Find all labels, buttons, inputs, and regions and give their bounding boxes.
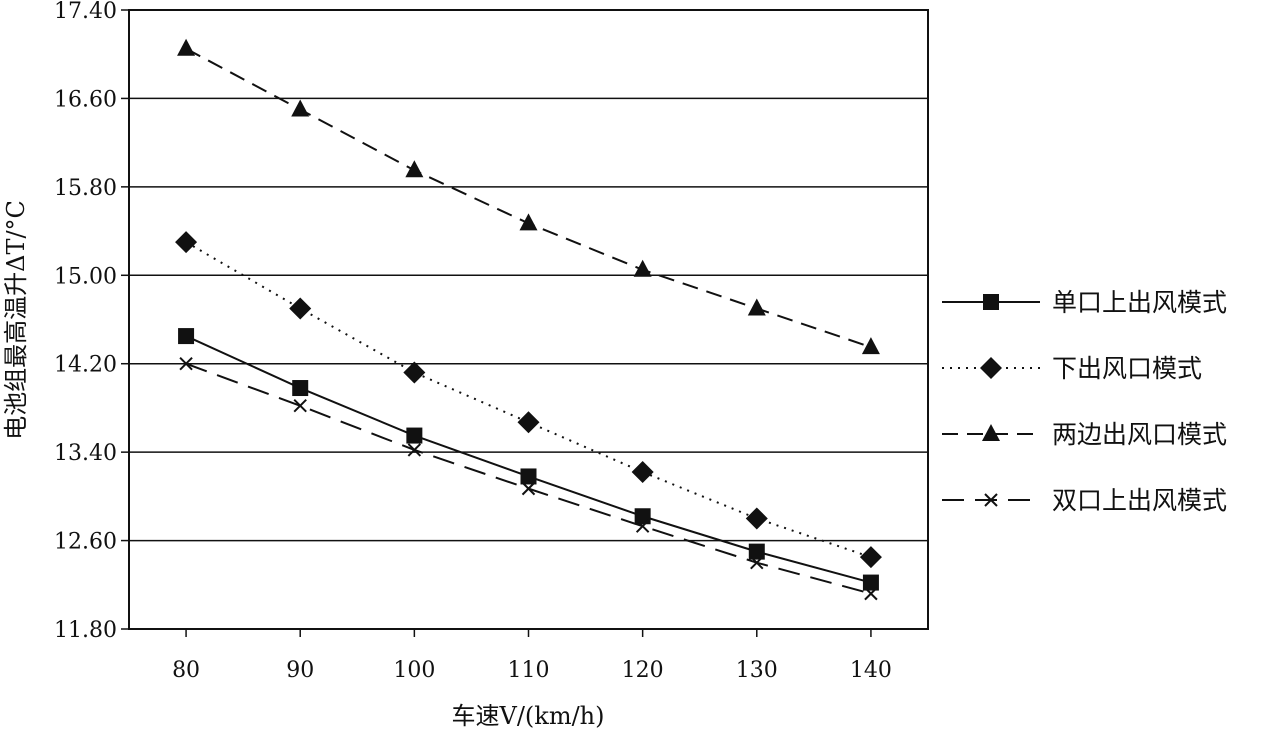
y-tick-label: 14.20	[54, 353, 117, 378]
x-tick-label: 90	[286, 658, 314, 683]
series-line-3	[185, 47, 872, 349]
series-group	[175, 38, 882, 601]
data-point-series-3	[633, 259, 652, 277]
y-tick-label: 15.00	[54, 264, 117, 289]
data-point-series-3	[747, 298, 766, 316]
data-point-series-2	[517, 411, 540, 434]
data-point-series-1	[292, 380, 309, 397]
series-line-2	[185, 241, 872, 559]
x-axis-title: 车速V/(km/h)	[452, 702, 605, 730]
y-tick-label: 11.80	[54, 618, 117, 643]
y-tick-label: 12.60	[54, 530, 117, 555]
legend-label-3: 两边出风口模式	[1052, 420, 1227, 449]
data-point-series-1	[862, 574, 879, 591]
x-axis-ticks: 80 90 100 110 120 130 140	[172, 629, 892, 683]
data-point-series-2	[745, 507, 768, 530]
data-point-series-1	[406, 427, 423, 444]
data-point-series-1	[520, 468, 537, 485]
data-point-series-4	[407, 443, 422, 457]
data-point-series-1	[634, 508, 651, 525]
legend-label-2: 下出风口模式	[1052, 354, 1202, 383]
y-tick-label: 15.80	[54, 176, 117, 201]
data-point-series-4	[293, 399, 307, 413]
data-point-series-4	[179, 357, 193, 371]
x-tick-label: 80	[172, 658, 200, 683]
data-point-series-2	[859, 546, 882, 569]
data-point-series-4	[864, 586, 878, 601]
x-tick-label: 100	[393, 658, 435, 683]
y-tick-label: 13.40	[54, 441, 117, 466]
legend-marker-3	[982, 424, 1000, 441]
data-point-series-2	[631, 461, 654, 484]
data-point-series-3	[177, 38, 196, 56]
x-tick-label: 130	[736, 658, 778, 683]
data-point-series-2	[289, 297, 312, 320]
y-axis-ticks: 11.80 12.60 13.40 14.20 15.00 15.80 16.60 17.40	[54, 0, 129, 643]
data-point-series-3	[291, 99, 310, 117]
data-point-series-2	[175, 231, 198, 254]
data-point-series-4	[521, 481, 536, 496]
legend-marker-1	[983, 294, 999, 310]
legend-label-4: 双口上出风模式	[1052, 486, 1227, 515]
data-point-series-4	[635, 519, 650, 533]
series-line-1	[185, 335, 872, 584]
y-axis-title: 电池组最高温升ΔT/°C	[2, 200, 30, 440]
x-tick-label: 110	[508, 658, 550, 683]
data-point-series-1	[748, 543, 765, 560]
x-tick-label: 120	[622, 658, 664, 683]
legend-marker-4	[984, 493, 998, 507]
legend-marker-2	[980, 357, 1002, 379]
data-point-series-3	[861, 337, 880, 355]
y-tick-label: 17.40	[54, 0, 117, 24]
data-point-series-1	[178, 328, 195, 345]
data-point-series-2	[403, 361, 426, 384]
data-point-series-3	[405, 160, 424, 178]
grid-lines	[129, 97, 928, 542]
data-point-series-4	[750, 555, 764, 570]
y-tick-label: 16.60	[54, 87, 117, 112]
data-point-series-3	[519, 213, 538, 231]
legend-label-1: 单口上出风模式	[1052, 288, 1227, 317]
x-tick-label: 140	[850, 658, 892, 683]
